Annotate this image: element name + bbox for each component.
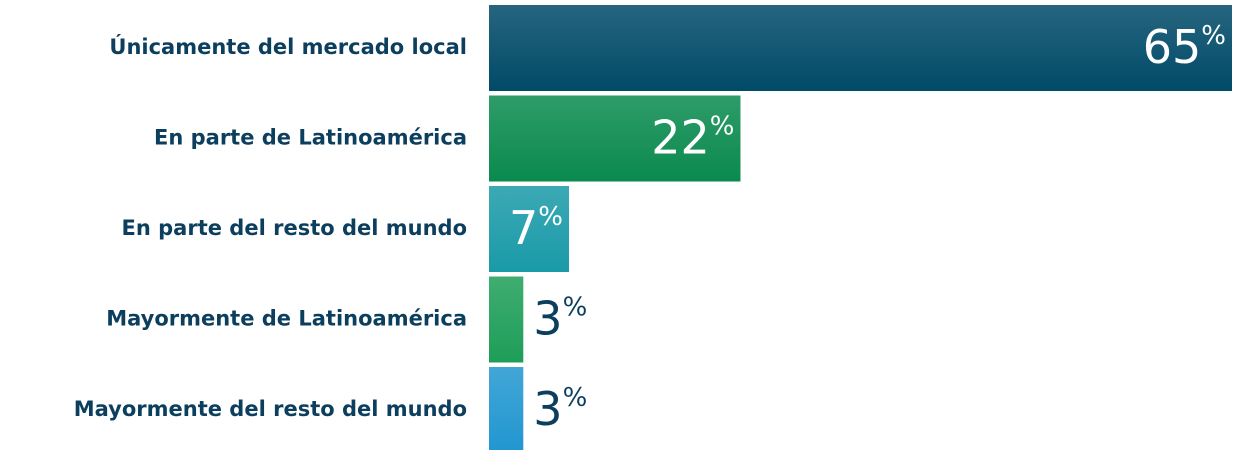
bar	[489, 276, 524, 363]
category-label: En parte de Latinoamérica	[154, 126, 467, 150]
value-label: 65%	[1143, 20, 1226, 74]
bar	[489, 95, 741, 182]
value-label: 22%	[651, 110, 734, 164]
value-label: 3%	[533, 382, 587, 436]
value-label: 3%	[533, 291, 587, 345]
category-label: Únicamente del mercado local	[109, 34, 467, 59]
bar	[489, 367, 524, 450]
value-label: 7%	[509, 201, 563, 255]
category-label: Mayormente del resto del mundo	[74, 397, 467, 421]
bar	[489, 5, 1232, 91]
bar	[489, 186, 570, 272]
category-label: En parte del resto del mundo	[122, 216, 467, 240]
category-label: Mayormente de Latinoamérica	[106, 307, 467, 331]
